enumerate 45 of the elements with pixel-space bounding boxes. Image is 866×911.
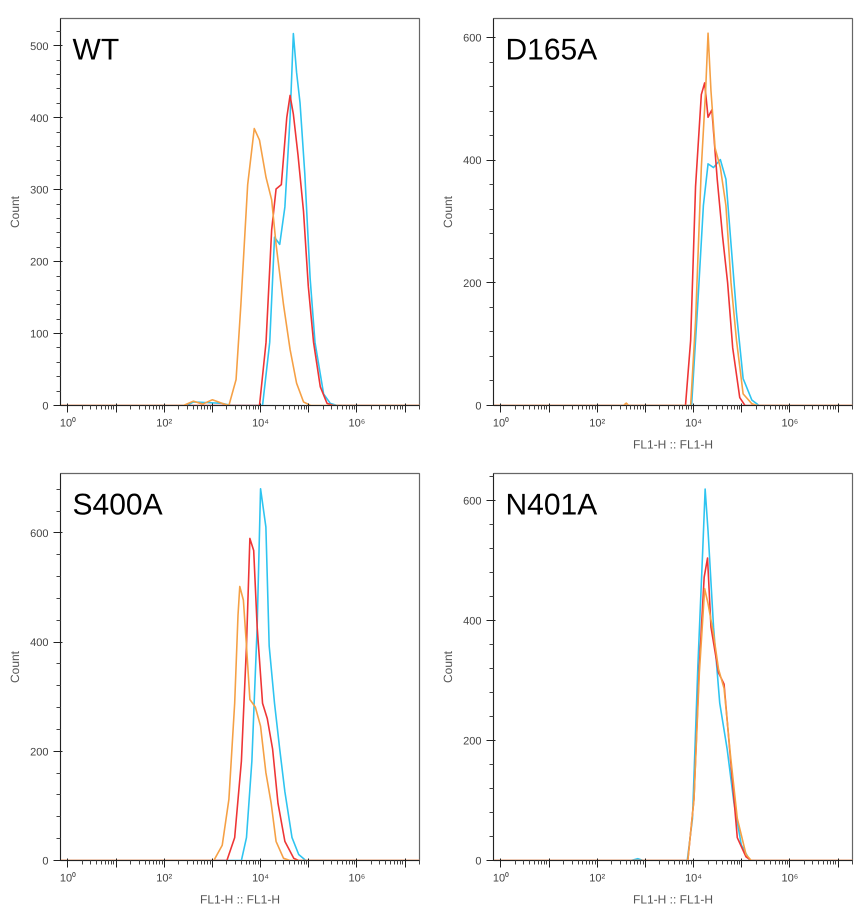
y-tick-label: 200: [463, 736, 482, 748]
x-tick-label: 10⁶: [781, 418, 798, 430]
y-axis-title: Count: [8, 650, 22, 684]
y-tick-label: 0: [475, 856, 482, 868]
x-tick-label: 10²: [156, 418, 173, 430]
y-axis-title: Count: [441, 650, 456, 684]
x-tick-label: 10⁴: [252, 872, 270, 884]
y-tick-label: 100: [30, 328, 49, 341]
y-axis-title: Count: [441, 195, 456, 228]
y-tick-label: 400: [30, 112, 49, 125]
y-tick-label: 600: [463, 32, 482, 45]
y-tick-label: 400: [463, 616, 482, 628]
y-tick-label: 0: [475, 400, 482, 412]
y-tick-label: 0: [42, 400, 49, 412]
x-tick-label: 10⁰: [60, 872, 76, 884]
text: S400A: [72, 488, 163, 522]
x-axis-title: FL1-H :: FL1-H: [632, 438, 714, 452]
x-tick-label: 10⁶: [781, 872, 798, 884]
x-tick-label: 10⁰: [60, 416, 76, 430]
text: WT: [72, 34, 120, 66]
y-tick-label: 200: [463, 278, 482, 290]
y-tick-label: 200: [30, 256, 49, 269]
x-axis-title: FL1-H :: FL1-H: [632, 892, 714, 906]
y-axis-title: Count: [8, 195, 22, 228]
y-tick-label: 200: [30, 746, 49, 758]
x-tick-label: 10⁶: [348, 872, 366, 884]
y-tick-label: 500: [30, 40, 49, 53]
x-tick-label: 10⁰: [492, 416, 510, 430]
x-tick-label: 10²: [156, 872, 173, 884]
x-axis-title: FL1-H :: FL1-H: [200, 892, 280, 906]
x-tick-label: 10⁴: [685, 418, 702, 430]
x-tick-label: 10⁶: [348, 418, 366, 430]
text: N401A: [506, 488, 598, 522]
x-tick-label: 10⁰: [492, 872, 510, 884]
y-tick-label: 0: [42, 856, 49, 868]
x-tick-label: 10²: [589, 872, 606, 884]
x-tick-label: 10⁴: [252, 418, 270, 430]
y-tick-label: 400: [30, 637, 49, 650]
y-tick-label: 600: [30, 528, 49, 540]
x-tick-label: 10⁴: [685, 872, 702, 884]
text: D165A: [506, 34, 598, 66]
x-tick-label: 10²: [589, 418, 606, 430]
y-tick-label: 400: [463, 155, 482, 168]
y-tick-label: 600: [463, 496, 482, 508]
y-tick-label: 300: [30, 184, 49, 197]
